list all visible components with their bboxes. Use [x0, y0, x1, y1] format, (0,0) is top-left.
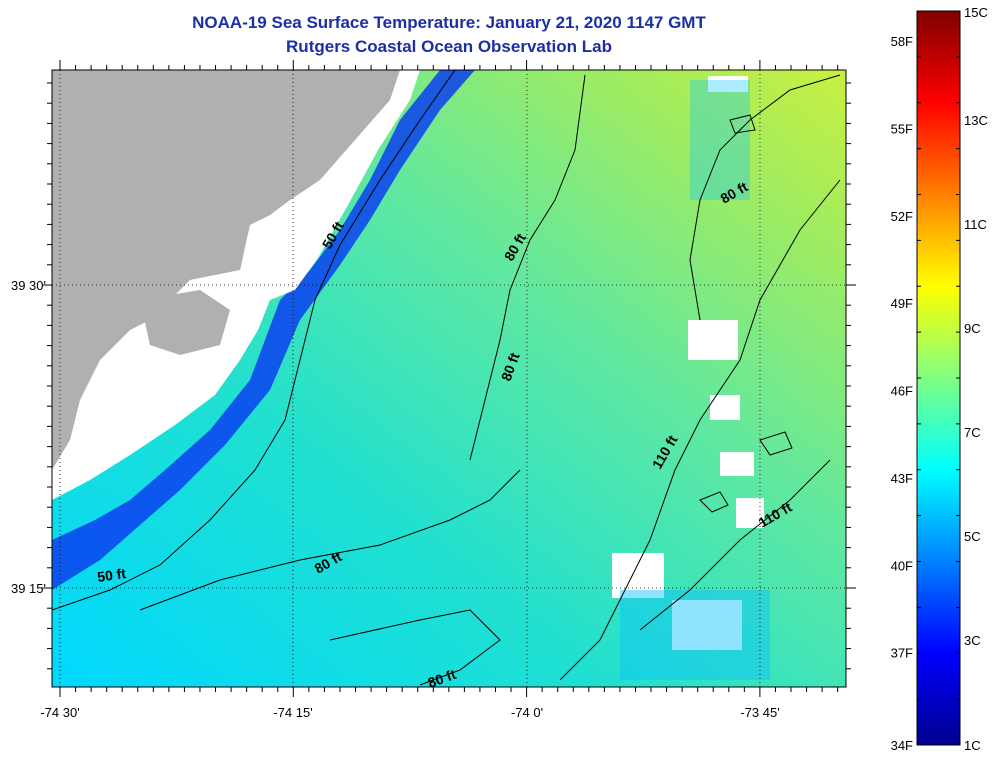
lat-label: 39 15' [11, 581, 46, 596]
colorbar-label-f: 37F [891, 646, 913, 661]
colorbar-label-c: 13C [964, 113, 988, 128]
coastal-cold-band [52, 70, 475, 590]
land-lobe [140, 290, 230, 355]
colorbar-label-f: 49F [891, 296, 913, 311]
contour-island [729, 114, 756, 134]
nodata-patch [720, 452, 754, 476]
lon-label: -74 0' [511, 705, 543, 720]
map-subtitle: Rutgers Coastal Ocean Observation Lab [286, 37, 612, 56]
contour-80ft [329, 609, 501, 686]
colorbar-label-c: 5C [964, 529, 981, 544]
contour-80ft [689, 74, 841, 321]
lon-label: -74 30' [40, 705, 79, 720]
cool-patch [690, 80, 750, 200]
colorbar-fahrenheit-labels: 58F 55F 52F 49F 46F 43F 40F 37F 34F [891, 34, 913, 753]
map-title: NOAA-19 Sea Surface Temperature: January… [192, 13, 706, 32]
colorbar-label-c: 3C [964, 633, 981, 648]
axis-ticks [42, 60, 856, 697]
contour-label: 50 ft [96, 565, 127, 585]
colorbar-label-f: 40F [891, 558, 913, 573]
colorbar-label-c: 1C [964, 738, 981, 753]
lat-label: 39 30' [11, 278, 46, 293]
lon-label: -73 45' [740, 705, 779, 720]
cool-patch [620, 590, 770, 680]
nodata-patch [736, 498, 764, 528]
colorbar-label-c: 7C [964, 425, 981, 440]
contour-80ft [469, 74, 586, 461]
contour-50ft [52, 70, 456, 611]
colorbar-label-f: 52F [891, 209, 913, 224]
colorbar-ticks [917, 10, 960, 746]
colorbar [916, 10, 961, 746]
colorbar-celsius-labels: 15C 13C 11C 9C 7C 5C 3C 1C [964, 5, 988, 753]
colorbar-label-f: 34F [891, 738, 913, 753]
nodata-patch [688, 320, 738, 360]
nodata-patch [710, 395, 740, 420]
colorbar-label-c: 11C [964, 217, 987, 232]
contour-80ft [139, 469, 521, 611]
contour-island [759, 431, 793, 456]
land [52, 70, 400, 470]
colorbar-label-f: 43F [891, 471, 913, 486]
colorbar-label-c: 15C [964, 5, 988, 20]
contour-110ft [639, 459, 831, 631]
nodata-patch [612, 553, 664, 598]
nodata-patch [672, 600, 742, 650]
colorbar-label-c: 9C [964, 321, 981, 336]
colorbar-label-f: 55F [891, 121, 913, 136]
contour-island [699, 491, 729, 513]
contour-110ft [559, 179, 841, 681]
colorbar-label-f: 46F [891, 384, 913, 399]
nodata-patch [708, 76, 748, 92]
colorbar-label-f: 58F [891, 34, 913, 49]
lon-label: -74 15' [273, 705, 312, 720]
